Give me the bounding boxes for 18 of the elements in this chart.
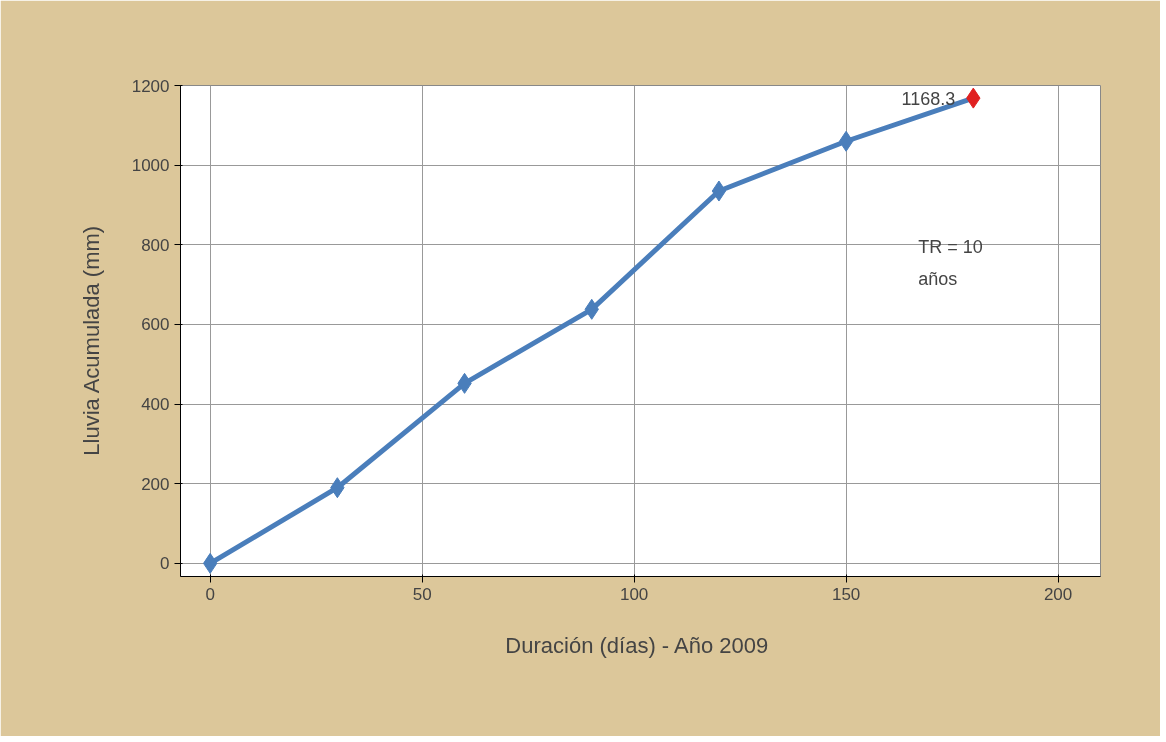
- x-tick-label: 50: [412, 584, 432, 604]
- y-tick-label: 1000: [131, 156, 170, 176]
- point: [711, 180, 727, 202]
- y-tick-label: 200: [141, 474, 170, 494]
- point: [838, 130, 854, 152]
- annotation: 1168.3: [901, 88, 956, 109]
- annotation: TR = 10 años: [918, 236, 983, 289]
- y-tick-label: 800: [141, 235, 170, 255]
- x-axis-title: Duración (días) - Año 2009: [505, 632, 769, 658]
- y-tick-label: 0: [160, 554, 170, 574]
- y-tick-label: 600: [141, 315, 170, 335]
- y-axis-title: Lluvia Acumulada (mm): [78, 225, 104, 456]
- y-tick-label: 400: [141, 395, 170, 415]
- x-tick-label: 150: [831, 584, 861, 604]
- x-tick-label: 0: [205, 584, 215, 604]
- x-tick-label: 100: [619, 584, 649, 604]
- x-tick-label: 200: [1043, 584, 1073, 604]
- y-tick-label: 1200: [131, 76, 170, 96]
